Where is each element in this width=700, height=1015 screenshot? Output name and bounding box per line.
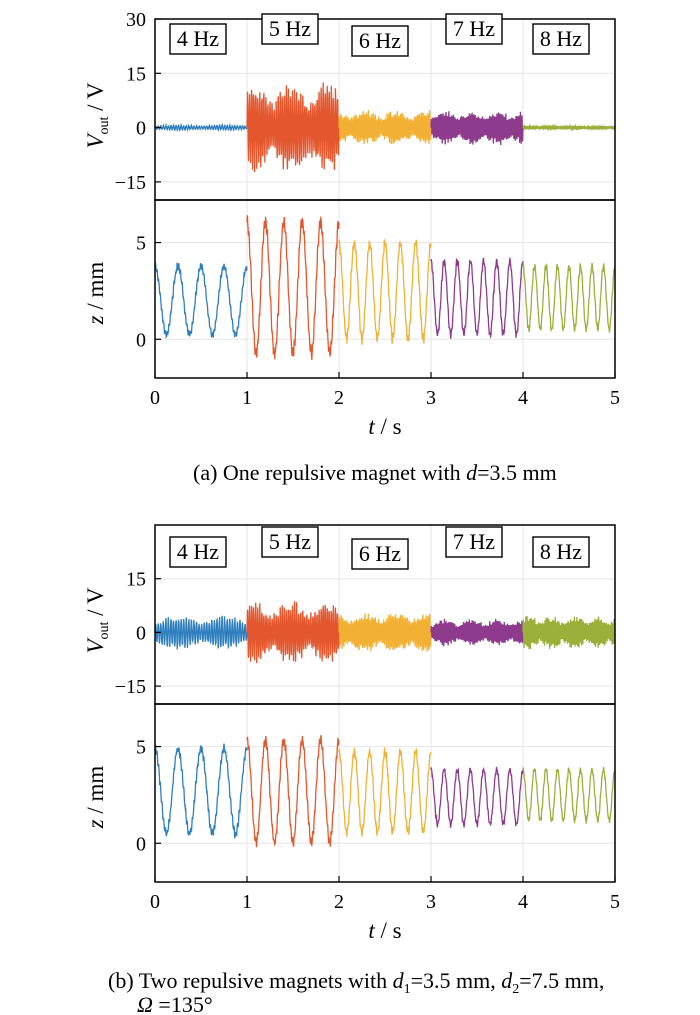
voltage-tick-label: 15 xyxy=(126,569,146,591)
voltage-series-8hz xyxy=(522,123,616,132)
displacement-series-8hz xyxy=(522,262,616,333)
displacement-series-4hz xyxy=(154,743,248,839)
x-tick-label: 4 xyxy=(518,891,528,913)
frequency-label: 8 Hz xyxy=(540,539,582,564)
x-tick-label: 0 xyxy=(150,387,160,409)
frequency-label: 4 Hz xyxy=(177,539,219,564)
displacement-tick-label: 5 xyxy=(136,233,146,255)
caption: (b) Two repulsive magnets with d1=3.5 mm… xyxy=(108,968,604,997)
x-tick-label: 0 xyxy=(150,891,160,913)
frequency-label: 7 Hz xyxy=(453,529,495,554)
x-axis-label: t / s xyxy=(368,918,401,943)
voltage-axis-label: Vout / V xyxy=(83,82,112,148)
displacement-series-4hz xyxy=(154,262,248,339)
voltage-series-4hz xyxy=(154,615,248,650)
frequency-label: 6 Hz xyxy=(359,28,401,53)
displacement-tick-label: 0 xyxy=(136,833,146,855)
x-tick-label: 4 xyxy=(518,387,528,409)
x-tick-label: 2 xyxy=(334,891,344,913)
displacement-series-8hz xyxy=(522,766,616,824)
displacement-series-5hz xyxy=(246,735,340,848)
frequency-box xyxy=(445,13,503,45)
voltage-series-7hz xyxy=(430,618,524,647)
voltage-tick-label: −15 xyxy=(115,676,146,698)
panel-b: 15 0 −15 5 0 0 1 2 3 4 5 4 Hz 5 Hz 6 Hz 7 Hz 8 Hz Vout /… xyxy=(83,524,620,1015)
frequency-label: 5 Hz xyxy=(269,529,311,554)
x-tick-label: 1 xyxy=(242,387,252,409)
frequency-label: 4 Hz xyxy=(177,26,219,51)
displacement-axis-label: z / mm xyxy=(83,766,108,830)
voltage-tick-label: 30 xyxy=(126,9,146,31)
frequency-box xyxy=(532,536,590,568)
x-tick-label: 1 xyxy=(242,891,252,913)
caption: (a) One repulsive magnet with d=3.5 mm xyxy=(193,460,557,485)
frequency-box xyxy=(169,23,227,55)
displacement-series-5hz xyxy=(246,215,340,360)
displacement-axes-frame xyxy=(154,199,616,379)
x-axis-label: t / s xyxy=(368,414,401,439)
frequency-label: 7 Hz xyxy=(453,16,495,41)
frequency-label: 5 Hz xyxy=(269,16,311,41)
panel-a: 30 15 0 −15 5 0 0 1 2 3 4 5 4 Hz 5 Hz 6 Hz 7 Hz 8 Hz Vout… xyxy=(83,9,620,485)
displacement-series-6hz xyxy=(338,239,432,345)
displacement-axis-label: z / mm xyxy=(83,262,108,326)
caption-line-2: Ω =135° xyxy=(137,992,213,1015)
frequency-box xyxy=(261,13,319,45)
displacement-series-7hz xyxy=(430,257,524,339)
voltage-series-6hz xyxy=(338,110,432,145)
x-tick-label: 3 xyxy=(426,387,436,409)
x-tick-label: 5 xyxy=(610,387,620,409)
frequency-box xyxy=(169,536,227,568)
frequency-box xyxy=(445,526,503,558)
voltage-axis-label: Vout / V xyxy=(83,587,112,653)
voltage-tick-label: −15 xyxy=(115,172,146,194)
frequency-label: 8 Hz xyxy=(540,26,582,51)
voltage-tick-label: 0 xyxy=(136,118,146,140)
voltage-series-4hz xyxy=(154,122,248,133)
x-tick-label: 5 xyxy=(610,891,620,913)
voltage-series-7hz xyxy=(430,111,524,146)
displacement-axes-frame xyxy=(154,703,616,883)
x-tick-label: 2 xyxy=(334,387,344,409)
frequency-box xyxy=(261,526,319,558)
voltage-tick-label: 0 xyxy=(136,622,146,644)
voltage-tick-label: 15 xyxy=(126,63,146,85)
voltage-series-8hz xyxy=(522,616,616,650)
voltage-series-5hz xyxy=(246,601,340,664)
voltage-series-5hz xyxy=(246,82,340,173)
displacement-tick-label: 5 xyxy=(136,737,146,759)
displacement-series-7hz xyxy=(430,766,524,828)
frequency-box xyxy=(351,25,409,57)
frequency-box xyxy=(351,538,409,570)
frequency-label: 6 Hz xyxy=(359,541,401,566)
displacement-series-6hz xyxy=(338,747,432,837)
voltage-series-6hz xyxy=(338,613,432,652)
displacement-tick-label: 0 xyxy=(136,329,146,351)
frequency-box xyxy=(532,23,590,55)
x-tick-label: 3 xyxy=(426,891,436,913)
